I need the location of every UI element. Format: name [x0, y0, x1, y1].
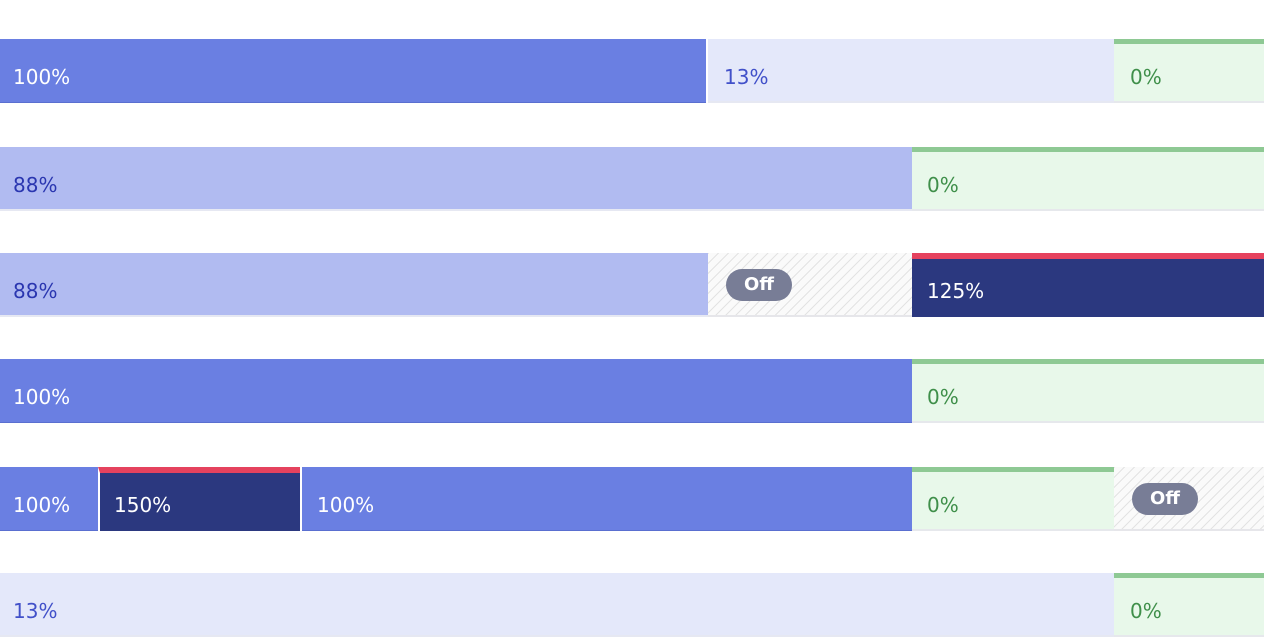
allocation-percent: 0%	[1130, 65, 1162, 89]
allocation-segment[interactable]: 100%	[0, 359, 912, 423]
utilization-row-6: 13% 0%	[0, 573, 1264, 637]
allocation-segment[interactable]: 0%	[912, 467, 1114, 531]
off-segment[interactable]: Off	[1114, 467, 1264, 531]
allocation-percent: 88%	[13, 279, 58, 303]
allocation-segment[interactable]: 0%	[912, 359, 1264, 423]
overallocation-segment[interactable]: 150%	[98, 467, 300, 531]
off-badge: Off	[726, 269, 792, 301]
allocation-percent: 150%	[114, 493, 172, 517]
utilization-row-2: 88% 0%	[0, 147, 1264, 211]
allocation-segment[interactable]: 100%	[0, 467, 98, 531]
allocation-segment[interactable]: 0%	[1114, 573, 1264, 637]
allocation-percent: 100%	[13, 493, 71, 517]
utilization-row-4: 100% 0%	[0, 359, 1264, 423]
allocation-percent: 0%	[1130, 599, 1162, 623]
utilization-row-1: 100% 13% 0%	[0, 39, 1264, 103]
allocation-percent: 125%	[927, 279, 985, 303]
allocation-percent: 0%	[927, 493, 959, 517]
off-segment[interactable]: Off	[708, 253, 912, 317]
allocation-segment[interactable]: 100%	[300, 467, 912, 531]
allocation-segment[interactable]: 0%	[912, 147, 1264, 211]
allocation-segment[interactable]: 13%	[0, 573, 1114, 637]
allocation-percent: 100%	[13, 65, 71, 89]
allocation-segment[interactable]: 88%	[0, 147, 912, 211]
allocation-percent: 13%	[724, 65, 769, 89]
off-badge: Off	[1132, 483, 1198, 515]
allocation-segment[interactable]: 100%	[0, 39, 706, 103]
allocation-segment[interactable]: 0%	[1114, 39, 1264, 103]
utilization-row-3: 88% Off 125%	[0, 253, 1264, 317]
overallocation-segment[interactable]: 125%	[912, 253, 1264, 317]
allocation-segment[interactable]: 13%	[706, 39, 1114, 103]
utilization-row-5: 100% 150% 100% 0% Off	[0, 467, 1264, 531]
allocation-percent: 100%	[13, 385, 71, 409]
allocation-percent: 100%	[317, 493, 375, 517]
allocation-percent: 88%	[13, 173, 58, 197]
allocation-percent: 0%	[927, 173, 959, 197]
allocation-percent: 0%	[927, 385, 959, 409]
allocation-percent: 13%	[13, 599, 58, 623]
allocation-segment[interactable]: 88%	[0, 253, 708, 317]
